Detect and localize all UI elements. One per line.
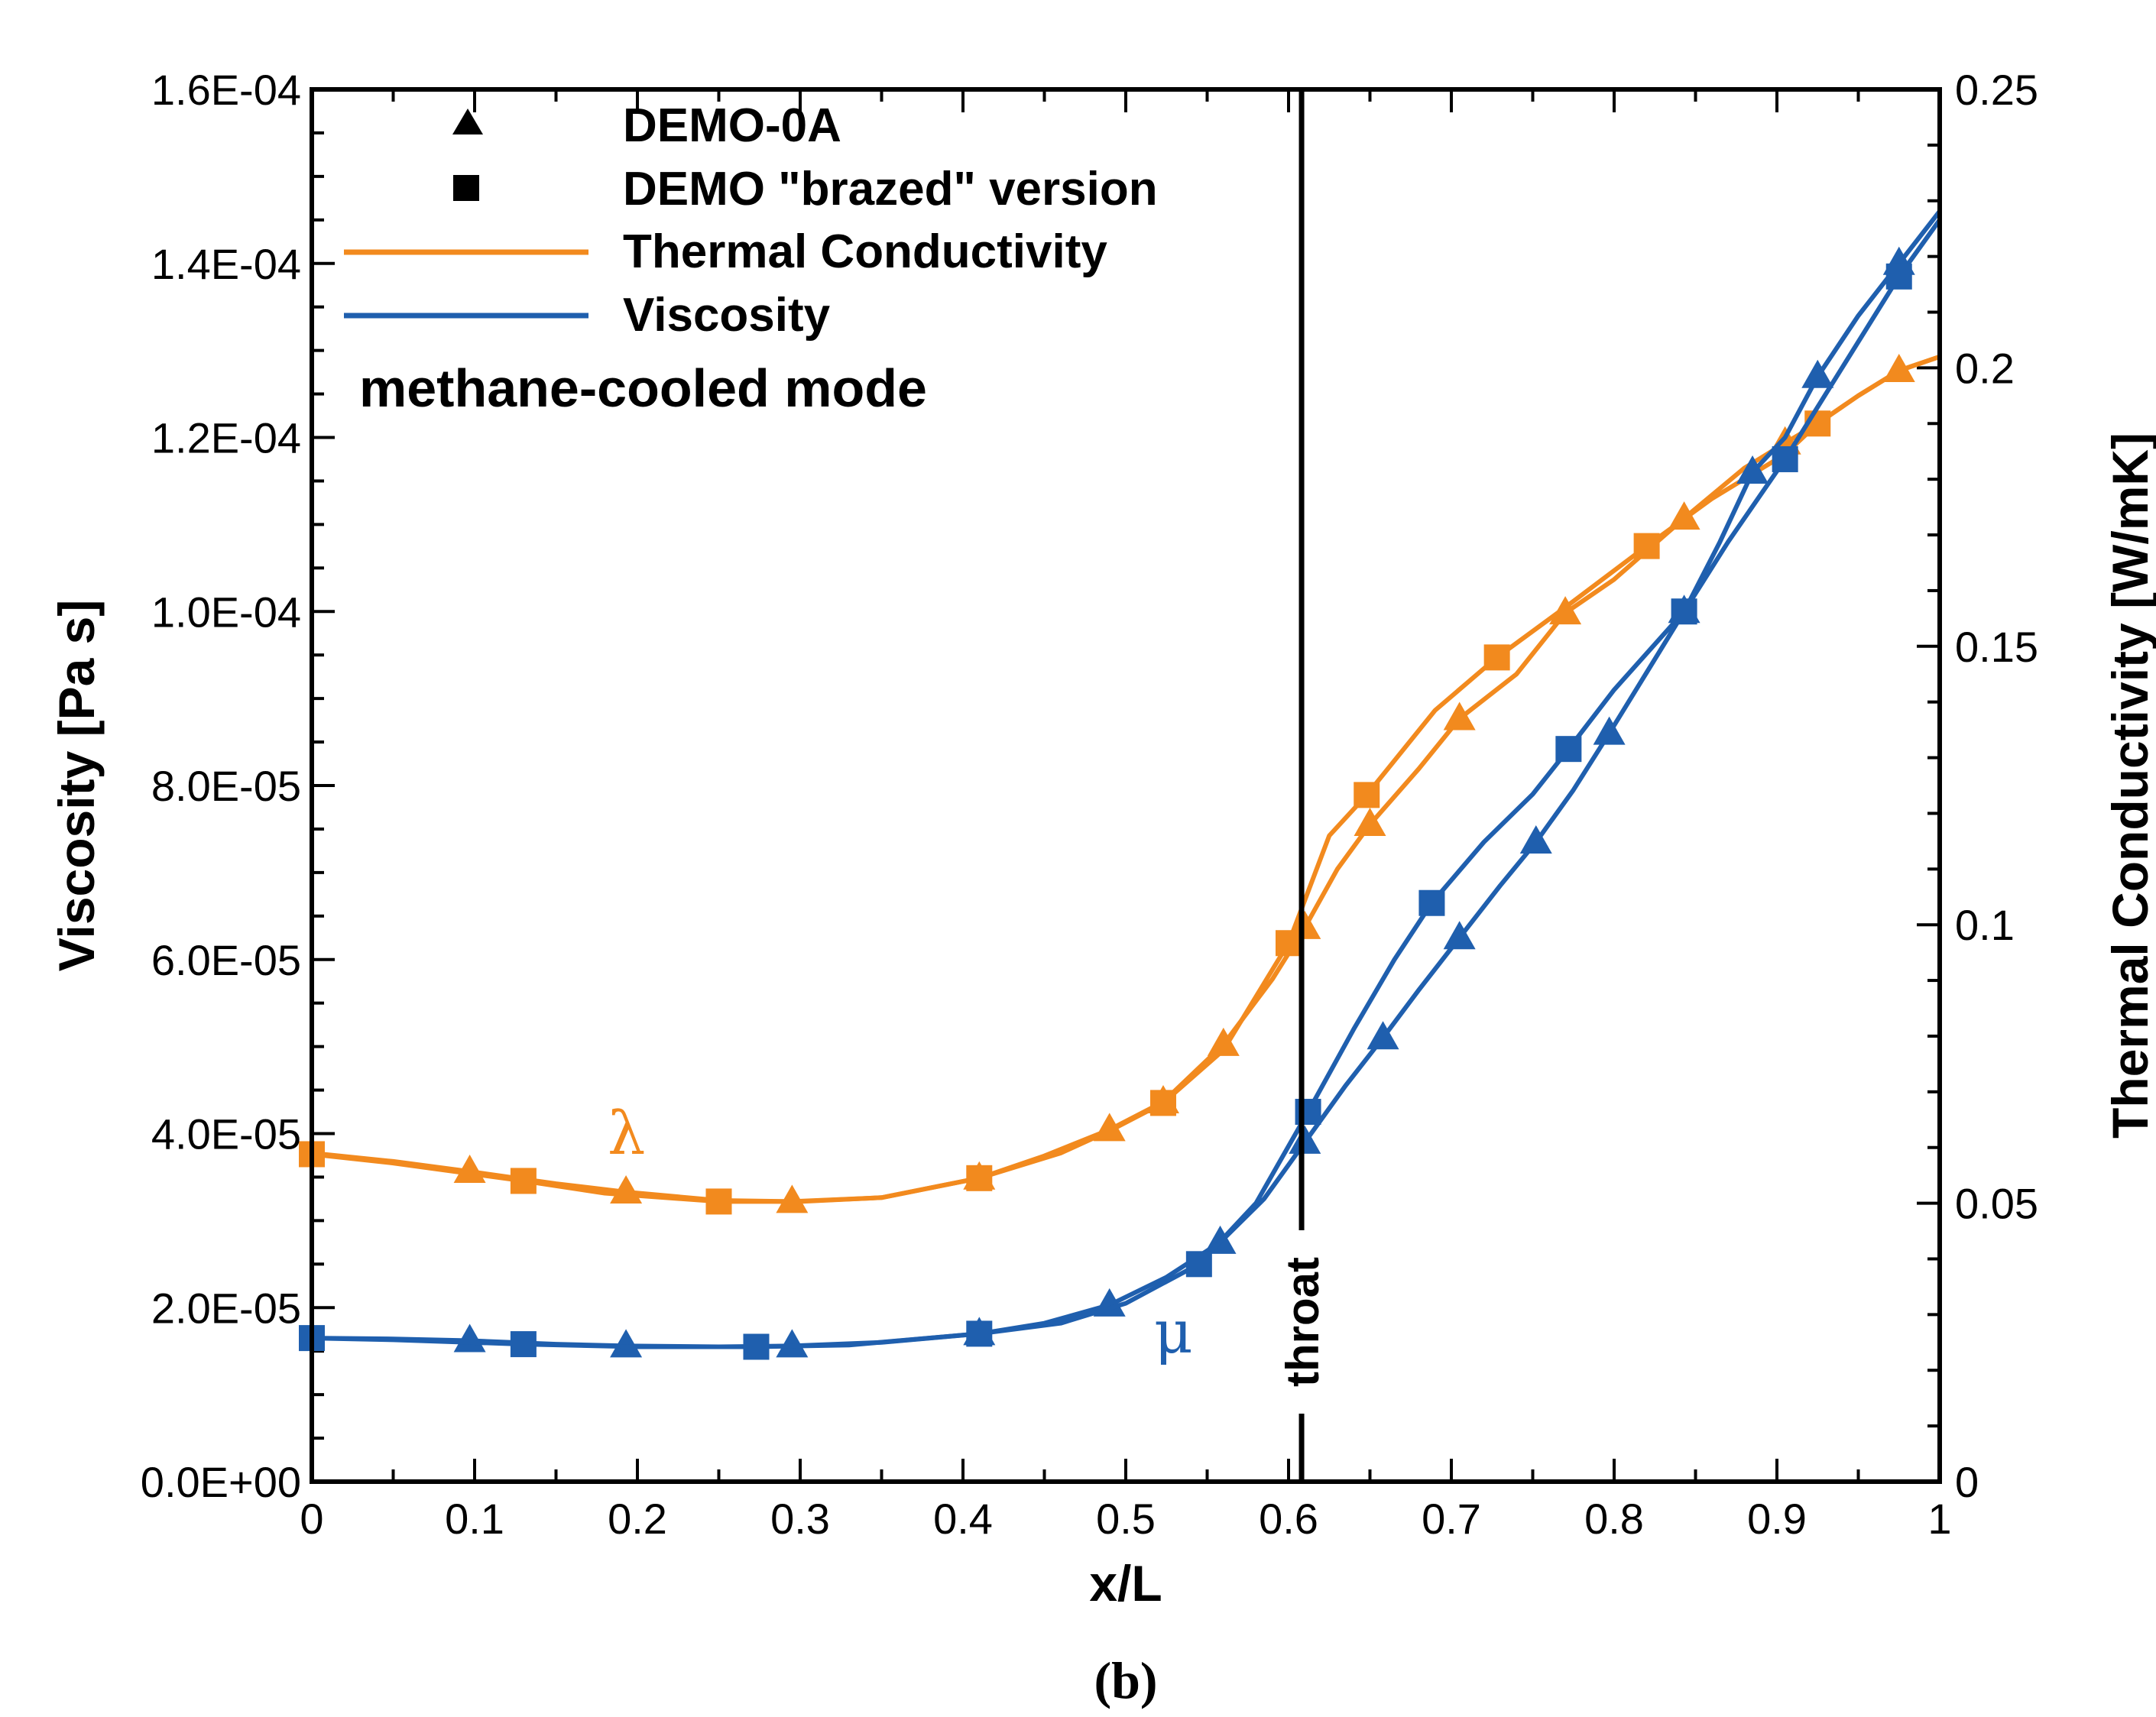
y-right-tick-labels: 0 0.05 0.1 0.15 0.2 0.25 — [1955, 66, 2038, 1506]
triangle-marker — [776, 1329, 809, 1358]
triangle-marker — [1367, 1021, 1399, 1050]
square-marker — [966, 1165, 993, 1191]
y-right-tick-label: 0 — [1955, 1458, 1979, 1506]
triangle-marker — [1443, 921, 1476, 950]
square-marker — [1885, 263, 1912, 290]
y-left-tick-label: 0.0E+00 — [141, 1458, 301, 1506]
y-left-tick-label: 1.6E-04 — [151, 66, 301, 114]
y-right-axis-title: Thermal Conductivity [W/mK] — [2102, 432, 2156, 1139]
triangle-marker — [1519, 825, 1552, 854]
triangle-marker — [1801, 359, 1834, 388]
triangle-marker — [453, 1323, 486, 1353]
square-marker — [743, 1333, 770, 1360]
legend-label-viscosity: Viscosity — [623, 289, 831, 342]
triangle-marker — [1549, 596, 1582, 625]
x-tick-label: 1 — [1927, 1495, 1951, 1543]
y-left-tick-label: 8.0E-05 — [151, 762, 301, 810]
x-tick-label: 0.3 — [770, 1495, 830, 1543]
legend-label-demo-brazed: DEMO "brazed" version — [623, 163, 1158, 215]
square-marker — [705, 1188, 732, 1215]
throat-label-group: throat — [1276, 1230, 1328, 1414]
triangle-marker — [610, 1329, 643, 1358]
y-right-tick-label: 0.1 — [1955, 901, 2015, 949]
y-left-tick-label: 2.0E-05 — [151, 1284, 301, 1332]
square-marker — [1483, 644, 1510, 671]
x-tick-label: 0.7 — [1422, 1495, 1481, 1543]
x-tick-label: 0.4 — [933, 1495, 993, 1543]
square-marker — [1772, 445, 1798, 472]
legend-square-marker — [453, 175, 479, 201]
square-marker — [510, 1331, 537, 1358]
x-tick-labels: 0 0.1 0.2 0.3 0.4 0.5 0.6 0.7 0.8 0.9 1 — [300, 1495, 1951, 1543]
square-marker — [1185, 1251, 1212, 1278]
y-right-tick-label: 0.15 — [1955, 623, 2038, 671]
square-marker — [1633, 533, 1660, 559]
legend: DEMO-0A DEMO "brazed" version Thermal Co… — [344, 99, 1158, 342]
triangle-marker — [776, 1184, 809, 1213]
x-tick-label: 0.8 — [1584, 1495, 1644, 1543]
x-tick-label: 0.1 — [445, 1495, 504, 1543]
triangle-marker — [1593, 716, 1626, 745]
series-3 — [299, 219, 1942, 1360]
legend-label-demo-0a: DEMO-0A — [623, 99, 841, 152]
square-marker — [510, 1168, 537, 1194]
x-tick-label: 0.6 — [1259, 1495, 1318, 1543]
figure-caption: (b) — [1094, 1651, 1157, 1709]
plot-frame — [310, 87, 1942, 1484]
legend-triangle-marker — [452, 109, 483, 134]
mu-annotation: μ — [1154, 1298, 1193, 1367]
y-left-tick-label: 1.4E-04 — [151, 240, 301, 288]
mode-annotation: methane-cooled mode — [359, 358, 927, 418]
series-layer — [299, 209, 1942, 1360]
y-left-tick-label: 4.0E-05 — [151, 1110, 301, 1158]
triangle-marker — [1354, 808, 1386, 837]
triangle-marker — [1289, 1125, 1321, 1154]
triangle-marker — [1207, 1027, 1240, 1056]
throat-label-background — [1276, 1230, 1328, 1414]
x-tick-label: 0.2 — [608, 1495, 667, 1543]
x-tick-label: 0.9 — [1747, 1495, 1807, 1543]
square-marker — [1354, 782, 1380, 808]
x-tick-label: 0 — [300, 1495, 323, 1543]
square-marker — [1671, 598, 1697, 625]
square-marker — [966, 1320, 993, 1347]
y-right-tick-label: 0.25 — [1955, 66, 2038, 114]
throat-label: throat — [1277, 1257, 1328, 1387]
x-tick-label: 0.5 — [1096, 1495, 1156, 1543]
triangle-marker — [1736, 455, 1769, 484]
y-right-tick-label: 0.2 — [1955, 344, 2015, 392]
square-marker — [1418, 889, 1445, 916]
x-axis-title: x/L — [1089, 1555, 1162, 1612]
y-right-tick-label: 0.05 — [1955, 1180, 2038, 1228]
square-marker — [1149, 1090, 1176, 1116]
legend-label-thermal: Thermal Conductivity — [623, 225, 1107, 278]
y-left-tick-labels: 0.0E+00 2.0E-05 4.0E-05 6.0E-05 8.0E-05 1.0E-… — [141, 66, 301, 1506]
square-marker — [1276, 930, 1302, 957]
triangle-marker — [1443, 701, 1476, 731]
y-left-tick-label: 1.2E-04 — [151, 414, 301, 462]
y-left-tick-label: 6.0E-05 — [151, 936, 301, 984]
y-left-axis-title: Viscosity [Pa s] — [48, 600, 105, 972]
lambda-annotation: λ — [608, 1100, 645, 1168]
square-marker — [1555, 736, 1582, 763]
y-left-tick-label: 1.0E-04 — [151, 588, 301, 636]
